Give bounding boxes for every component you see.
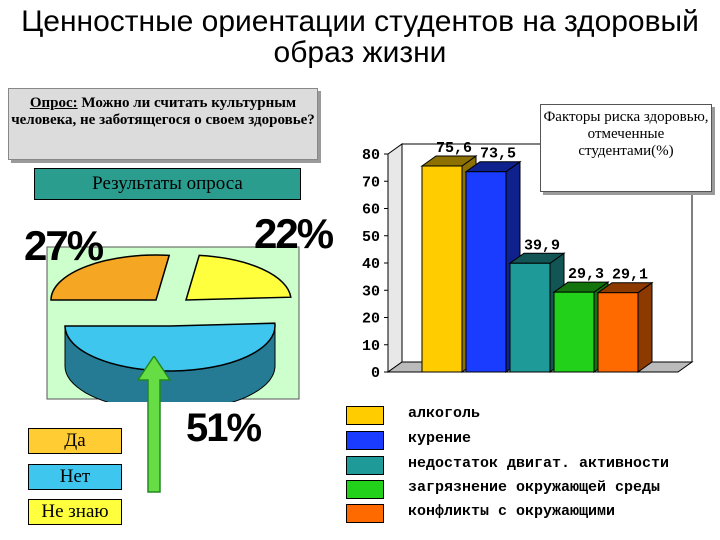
y-tick-label: 30: [362, 283, 380, 300]
pie-label-no: 51%: [186, 406, 262, 450]
bar-value-label: 73,5: [480, 146, 516, 163]
legend-swatch: [346, 504, 384, 523]
y-tick-label: 40: [362, 256, 380, 273]
pie-slice: [64, 322, 276, 372]
arrow-icon: [136, 356, 172, 493]
bar-value-label: 75,6: [436, 140, 472, 157]
legend-label: алкоголь: [408, 405, 481, 422]
bar-chart-side-wall: [387, 143, 403, 373]
y-tick-label: 20: [362, 311, 380, 328]
legend-no: Нет: [28, 464, 122, 490]
bar: [421, 165, 463, 373]
legend-label: загрязнение окружающей среды: [408, 479, 661, 496]
pie-label-yes: 27%: [24, 222, 104, 269]
legend-swatch: [346, 456, 384, 475]
pie-slice: [184, 254, 292, 301]
y-tick-label: 10: [362, 338, 380, 355]
legend-swatch: [346, 431, 384, 450]
bar: [553, 291, 595, 373]
legend-swatch: [346, 406, 384, 425]
page-title: Ценностные ориентации студентов на здоро…: [21, 5, 699, 69]
bar: [597, 292, 639, 373]
legend-label: недостаток двигат. активности: [408, 455, 670, 472]
y-tick-label: 70: [362, 174, 380, 191]
y-tick-label: 80: [362, 147, 380, 164]
pie-slice: [50, 254, 171, 301]
legend-label: конфликты с окружающими: [408, 503, 616, 520]
question-text: Можно ли считать культурным человека, не…: [11, 95, 315, 128]
y-tick-label: 0: [371, 365, 380, 382]
legend-yes: Да: [28, 428, 122, 454]
bar-chart: 0 10 20 30 40 50 60 70 80 75,6 73,5 39,9 29,3 29,1: [362, 140, 694, 382]
legend-unknown: Не знаю: [28, 499, 122, 525]
survey-question: Опрос: Можно ли считать культурным челов…: [8, 88, 318, 160]
legend-swatch: [346, 480, 384, 499]
y-tick-label: 60: [362, 202, 380, 219]
bar-value-label: 29,3: [568, 266, 604, 283]
legend-label: курение: [408, 430, 472, 447]
bar-value-label: 29,1: [612, 267, 648, 284]
bar-side: [637, 281, 653, 373]
bar: [465, 171, 507, 373]
bar-chart-title: Факторы риска здоровью, отмеченные студе…: [540, 104, 712, 192]
pie-label-unknown: 22%: [254, 210, 334, 257]
bar: [509, 262, 551, 373]
bar-value-label: 39,9: [524, 237, 560, 254]
question-lead: Опрос:: [29, 95, 78, 111]
pie-chart: [46, 246, 300, 402]
results-label: Результаты опроса: [34, 168, 301, 200]
y-tick-label: 50: [362, 229, 380, 246]
